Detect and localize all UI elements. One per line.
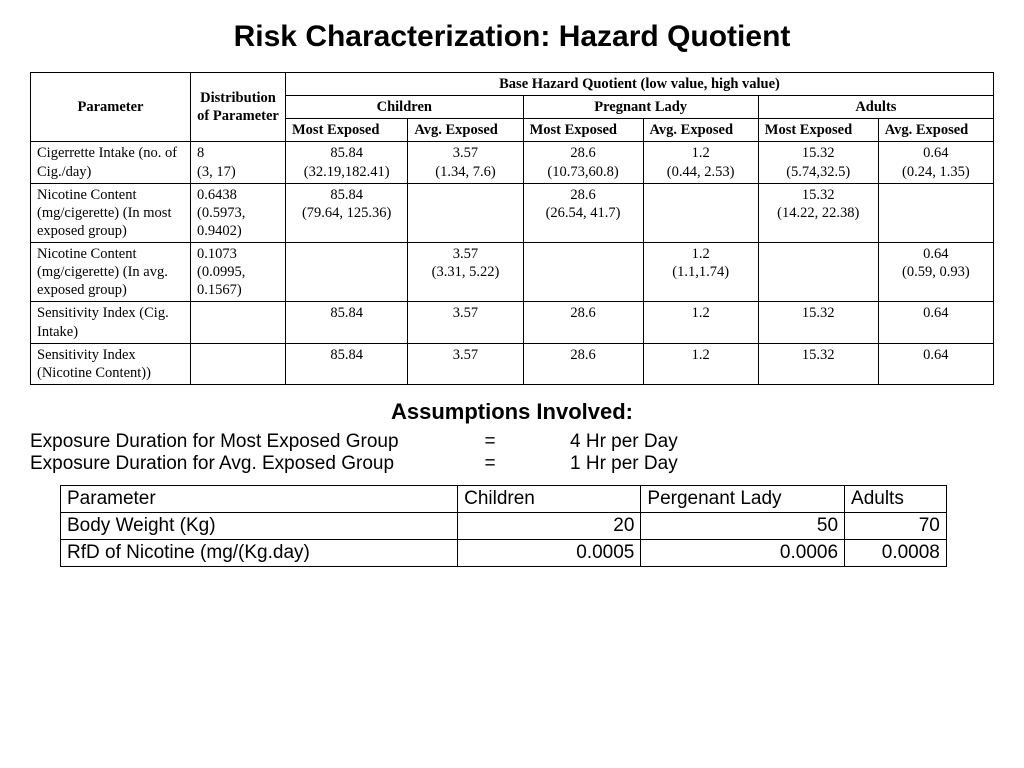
assumption-eq: = xyxy=(470,453,510,475)
table-row: Sensitivity Index (Cig. Intake) 85.843.57… xyxy=(31,302,994,343)
cell-a-avg: 0.64(0.59, 0.93) xyxy=(878,243,993,302)
col-p-most: Most Exposed xyxy=(523,119,643,142)
cell-p-most: 28.6(26.54, 41.7) xyxy=(523,183,643,242)
assumptions-list: Exposure Duration for Most Exposed Group… xyxy=(30,431,994,475)
table-row: Nicotine Content (mg/cigerette) (In avg.… xyxy=(31,243,994,302)
table-row: Nicotine Content (mg/cigerette) (In most… xyxy=(31,183,994,242)
cell-a-most: 15.32(5.74,32.5) xyxy=(758,142,878,183)
bcell-adults: 0.0008 xyxy=(845,539,947,566)
assumption-row: Exposure Duration for Avg. Exposed Group… xyxy=(30,453,994,475)
cell-c-avg xyxy=(408,183,523,242)
cell-dist xyxy=(191,302,286,343)
bcol-adults: Adults xyxy=(845,485,947,512)
bcol-children: Children xyxy=(458,485,641,512)
bcell-param: Body Weight (Kg) xyxy=(61,512,458,539)
table-row: Body Weight (Kg)205070 xyxy=(61,512,947,539)
cell-a-most: 15.32 xyxy=(758,343,878,384)
cell-c-avg: 3.57 xyxy=(408,302,523,343)
col-a-avg: Avg. Exposed xyxy=(878,119,993,142)
cell-p-avg xyxy=(643,183,758,242)
col-a-most: Most Exposed xyxy=(758,119,878,142)
cell-a-avg: 0.64 xyxy=(878,343,993,384)
cell-p-most: 28.6 xyxy=(523,302,643,343)
cell-dist xyxy=(191,343,286,384)
assumptions-table: Parameter Children Pergenant Lady Adults… xyxy=(60,485,947,567)
cell-param: Sensitivity Index (Nicotine Content)) xyxy=(31,343,191,384)
table-row: Sensitivity Index (Nicotine Content)) 85.… xyxy=(31,343,994,384)
cell-c-most xyxy=(286,243,408,302)
cell-a-most xyxy=(758,243,878,302)
col-c-most: Most Exposed xyxy=(286,119,408,142)
cell-dist: 0.6438(0.5973, 0.9402) xyxy=(191,183,286,242)
cell-a-avg: 0.64 xyxy=(878,302,993,343)
assumption-label: Exposure Duration for Most Exposed Group xyxy=(30,431,470,453)
cell-p-avg: 1.2 xyxy=(643,343,758,384)
assumption-value: 1 Hr per Day xyxy=(510,453,710,475)
cell-p-avg: 1.2(0.44, 2.53) xyxy=(643,142,758,183)
cell-c-avg: 3.57(3.31, 5.22) xyxy=(408,243,523,302)
cell-c-most: 85.84 xyxy=(286,302,408,343)
bcol-pregnant: Pergenant Lady xyxy=(641,485,845,512)
cell-p-avg: 1.2(1.1,1.74) xyxy=(643,243,758,302)
cell-param: Cigerrette Intake (no. of Cig./day) xyxy=(31,142,191,183)
cell-param: Sensitivity Index (Cig. Intake) xyxy=(31,302,191,343)
cell-a-most: 15.32(14.22, 22.38) xyxy=(758,183,878,242)
bcol-param: Parameter xyxy=(61,485,458,512)
cell-c-most: 85.84 xyxy=(286,343,408,384)
table-row: RfD of Nicotine (mg/(Kg.day)0.00050.0006… xyxy=(61,539,947,566)
cell-dist: 0.1073(0.0995, 0.1567) xyxy=(191,243,286,302)
hazard-quotient-table: Parameter Distribution of Parameter Base… xyxy=(30,72,994,385)
cell-param: Nicotine Content (mg/cigerette) (In avg.… xyxy=(31,243,191,302)
table-row: Cigerrette Intake (no. of Cig./day)8(3, … xyxy=(31,142,994,183)
page-title: Risk Characterization: Hazard Quotient xyxy=(30,20,994,54)
cell-param: Nicotine Content (mg/cigerette) (In most… xyxy=(31,183,191,242)
cell-p-most: 28.6(10.73,60.8) xyxy=(523,142,643,183)
col-base-hq: Base Hazard Quotient (low value, high va… xyxy=(286,73,994,96)
bcell-children: 0.0005 xyxy=(458,539,641,566)
cell-a-avg xyxy=(878,183,993,242)
col-adults: Adults xyxy=(758,96,993,119)
cell-c-avg: 3.57 xyxy=(408,343,523,384)
cell-p-avg: 1.2 xyxy=(643,302,758,343)
col-children: Children xyxy=(286,96,524,119)
cell-p-most xyxy=(523,243,643,302)
bcell-pregnant: 0.0006 xyxy=(641,539,845,566)
cell-c-most: 85.84(32.19,182.41) xyxy=(286,142,408,183)
cell-dist: 8(3, 17) xyxy=(191,142,286,183)
cell-p-most: 28.6 xyxy=(523,343,643,384)
assumptions-heading: Assumptions Involved: xyxy=(30,399,994,425)
bcell-param: RfD of Nicotine (mg/(Kg.day) xyxy=(61,539,458,566)
bcell-children: 20 xyxy=(458,512,641,539)
assumption-label: Exposure Duration for Avg. Exposed Group xyxy=(30,453,470,475)
col-pregnant: Pregnant Lady xyxy=(523,96,758,119)
cell-a-avg: 0.64(0.24, 1.35) xyxy=(878,142,993,183)
col-distribution: Distribution of Parameter xyxy=(191,73,286,142)
bcell-pregnant: 50 xyxy=(641,512,845,539)
bcell-adults: 70 xyxy=(845,512,947,539)
col-p-avg: Avg. Exposed xyxy=(643,119,758,142)
cell-c-avg: 3.57(1.34, 7.6) xyxy=(408,142,523,183)
assumption-value: 4 Hr per Day xyxy=(510,431,710,453)
col-parameter: Parameter xyxy=(31,73,191,142)
assumption-eq: = xyxy=(470,431,510,453)
assumption-row: Exposure Duration for Most Exposed Group… xyxy=(30,431,994,453)
cell-a-most: 15.32 xyxy=(758,302,878,343)
cell-c-most: 85.84(79.64, 125.36) xyxy=(286,183,408,242)
col-c-avg: Avg. Exposed xyxy=(408,119,523,142)
